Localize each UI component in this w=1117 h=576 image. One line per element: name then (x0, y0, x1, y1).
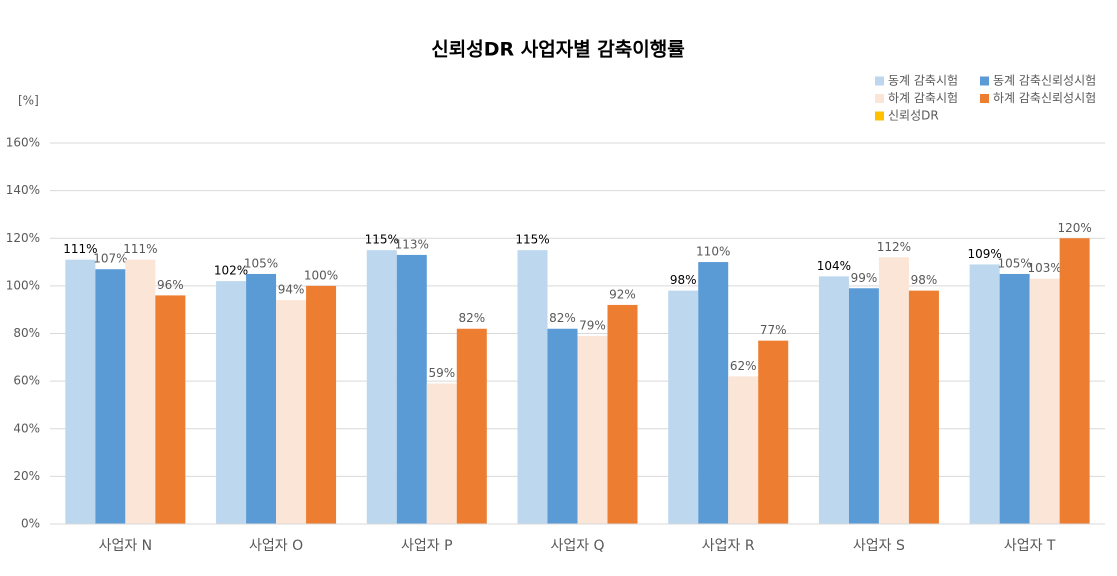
bar (1029, 278, 1060, 524)
y-tick-label: 0% (21, 517, 40, 531)
bar (155, 295, 186, 524)
data-label: 79% (579, 318, 606, 332)
legend-label: 동계 감축시험 (888, 74, 958, 88)
data-label: 82% (458, 311, 485, 325)
data-label: 109% (967, 247, 1001, 261)
data-label: 62% (730, 359, 757, 373)
x-tick-label: 사업자 O (249, 538, 303, 554)
legend-label: 신뢰성DR (888, 109, 939, 123)
legend-swatch (980, 76, 989, 86)
y-tick-label: 100% (6, 278, 40, 292)
y-tick-label: 40% (13, 421, 40, 435)
bar (999, 273, 1030, 524)
data-label: 92% (609, 287, 636, 301)
bar (216, 281, 247, 524)
y-tick-label: 60% (13, 374, 40, 388)
data-label: 111% (63, 242, 97, 256)
data-label: 100% (304, 268, 338, 282)
bar (728, 376, 759, 524)
data-label: 103% (1027, 261, 1061, 275)
bar (668, 290, 699, 524)
bar (1059, 238, 1090, 524)
legend-swatch (980, 94, 989, 103)
y-tick-label: 160% (6, 136, 40, 150)
x-tick-label: 사업자 N (99, 538, 153, 554)
data-label: 115% (515, 233, 549, 247)
bar (878, 257, 909, 524)
data-label: 77% (760, 323, 787, 337)
legend-label: 동계 감축신뢰성시험 (993, 74, 1096, 88)
x-tick-label: 사업자 P (401, 538, 453, 554)
chart-title: 신뢰성DR 사업자별 감축이행률 (431, 39, 684, 61)
data-label: 105% (997, 256, 1031, 270)
bar (396, 254, 427, 524)
data-label: 113% (395, 237, 429, 251)
legend-label: 하계 감축시험 (888, 91, 958, 105)
bar (366, 250, 397, 524)
y-tick-label: 80% (13, 326, 40, 340)
y-tick-label: 140% (6, 183, 40, 197)
data-label: 99% (851, 271, 878, 285)
data-label: 110% (696, 245, 730, 259)
y-tick-label: 20% (13, 469, 40, 483)
data-label: 94% (278, 283, 305, 297)
legend-swatch (875, 94, 884, 103)
x-tick-label: 사업자 R (702, 538, 755, 554)
bar (426, 383, 457, 524)
legend-label: 하계 감축신뢰성시험 (993, 91, 1096, 105)
x-tick-label: 사업자 S (853, 538, 905, 554)
bar (908, 290, 939, 524)
bar (517, 250, 548, 524)
data-label: 98% (911, 273, 938, 287)
bar (818, 276, 849, 524)
data-label: 107% (93, 252, 127, 266)
y-axis-label: [%] (18, 94, 39, 108)
bar (95, 269, 126, 524)
bar (607, 304, 638, 524)
data-label: 59% (428, 366, 455, 380)
bar (547, 328, 578, 524)
data-label: 105% (244, 256, 278, 270)
y-tick-label: 120% (6, 231, 40, 245)
data-label: 120% (1057, 221, 1091, 235)
data-label: 82% (549, 311, 576, 325)
bar (758, 340, 789, 524)
x-tick-label: 사업자 Q (550, 538, 604, 554)
bar (246, 273, 277, 524)
data-label: 102% (214, 264, 248, 278)
bar (276, 300, 307, 524)
x-tick-label: 사업자 T (1004, 538, 1056, 554)
bar (969, 264, 1000, 524)
legend-swatch (875, 76, 884, 86)
bar (698, 262, 729, 524)
bar (577, 335, 608, 524)
bar (306, 285, 337, 524)
data-label: 112% (877, 240, 911, 254)
data-label: 104% (817, 259, 851, 273)
data-label: 111% (123, 242, 157, 256)
bar (125, 259, 156, 524)
bar (848, 288, 879, 524)
bar (65, 259, 96, 524)
legend-swatch (875, 111, 884, 121)
bar (456, 328, 487, 524)
data-label: 115% (365, 233, 399, 247)
data-label: 96% (157, 278, 184, 292)
data-label: 98% (670, 273, 697, 287)
